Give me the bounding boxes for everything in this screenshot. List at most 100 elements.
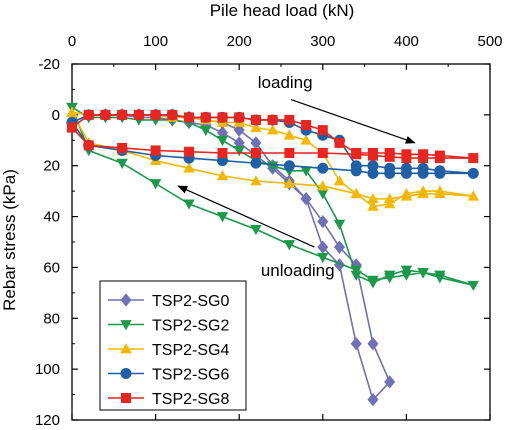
legend-marker	[121, 393, 131, 403]
data-point	[384, 148, 395, 158]
y-tick-label: 0	[52, 107, 60, 124]
data-point	[283, 177, 296, 188]
data-point	[300, 134, 312, 145]
data-point	[184, 146, 195, 157]
x-tick-label: 500	[477, 33, 502, 50]
data-point	[417, 162, 429, 174]
data-point	[317, 162, 329, 174]
y-tick-label: -20	[38, 56, 60, 73]
annotation-arrow	[290, 99, 416, 144]
data-point	[434, 185, 446, 196]
legend-label: TSP2-SG4	[152, 342, 229, 359]
data-point	[217, 148, 228, 158]
data-point	[283, 240, 296, 251]
series-tsp2-sg2	[66, 102, 479, 292]
annotation-label: loading	[258, 73, 313, 92]
data-point	[301, 120, 312, 131]
data-point	[333, 240, 346, 254]
series-tsp2-sg8	[67, 109, 479, 164]
data-point	[66, 106, 78, 117]
data-point	[367, 393, 379, 407]
data-point	[367, 337, 379, 351]
data-point	[216, 170, 229, 181]
data-point	[83, 109, 94, 120]
data-point	[351, 148, 362, 158]
legend-marker	[120, 320, 132, 331]
data-point	[467, 167, 479, 179]
data-point	[401, 149, 412, 160]
legend-label: TSP2-SG0	[152, 293, 229, 310]
data-point	[217, 112, 228, 123]
annotation-arrow	[177, 185, 315, 248]
data-point	[384, 162, 396, 174]
data-point	[183, 199, 195, 210]
data-point	[117, 109, 128, 120]
data-point	[100, 109, 111, 120]
data-point	[350, 337, 362, 351]
data-point	[133, 109, 144, 120]
x-tick-label: 100	[143, 33, 168, 50]
data-point	[250, 175, 262, 186]
y-tick-label: 120	[35, 412, 60, 425]
legend-marker	[120, 368, 132, 379]
data-point	[317, 215, 329, 229]
data-point	[317, 180, 329, 191]
data-point	[367, 278, 379, 289]
data-point	[400, 187, 413, 199]
data-point	[384, 375, 396, 389]
data-point	[184, 112, 195, 123]
legend: TSP2-SG0 TSP2-SG2 TSP2-SG4 TSP2-SG6 TSP2-SG8	[99, 280, 247, 411]
data-point	[467, 280, 479, 292]
legend-marker	[120, 293, 132, 307]
data-point	[116, 158, 128, 169]
data-point	[300, 192, 312, 206]
data-point	[233, 146, 245, 157]
y-tick-label: 60	[43, 259, 60, 276]
data-point	[234, 112, 245, 123]
data-point	[284, 114, 295, 125]
data-point	[283, 129, 296, 140]
data-point	[400, 265, 413, 276]
data-point	[267, 114, 278, 125]
annotation-label: unloading	[261, 261, 335, 280]
data-point	[417, 185, 429, 196]
data-point	[167, 109, 178, 120]
data-point	[266, 124, 279, 135]
x-tick-label: 400	[394, 33, 419, 50]
y-axis-label: Rebar stress (kPa)	[0, 169, 19, 311]
data-point	[333, 175, 346, 186]
x-axis-label: Pile head load (kN)	[210, 1, 355, 20]
x-tick-label: 200	[227, 33, 252, 50]
data-point	[334, 137, 345, 148]
data-point	[150, 145, 161, 156]
data-point	[183, 162, 195, 173]
data-point	[367, 200, 379, 211]
data-point	[317, 148, 328, 158]
legend-label: TSP2-SG6	[152, 367, 229, 384]
data-point	[250, 121, 262, 132]
axes: 0 100 200 300 400 500 -20 0 20 40 60 80 100 120	[35, 33, 503, 429]
data-point	[350, 187, 362, 199]
data-point	[350, 270, 362, 281]
y-tick-label: 80	[43, 310, 60, 327]
data-point	[150, 109, 161, 120]
data-point	[468, 153, 479, 164]
data-point	[250, 114, 261, 125]
data-point	[250, 157, 262, 169]
data-point	[333, 219, 346, 231]
data-point	[233, 123, 245, 137]
legend-label: TSP2-SG2	[152, 318, 229, 335]
data-point	[350, 160, 362, 172]
x-tick-label: 300	[310, 33, 335, 50]
y-tick-label: 40	[43, 209, 60, 226]
x-tick-label: 0	[68, 33, 76, 50]
data-point	[384, 198, 396, 209]
series-layer	[66, 102, 479, 407]
y-tick-label: 100	[35, 361, 60, 378]
data-point	[250, 148, 261, 158]
data-point	[467, 190, 479, 201]
annotations: loading unloading	[177, 73, 416, 280]
legend-marker	[120, 343, 132, 354]
y-tick-label: 20	[43, 158, 60, 175]
